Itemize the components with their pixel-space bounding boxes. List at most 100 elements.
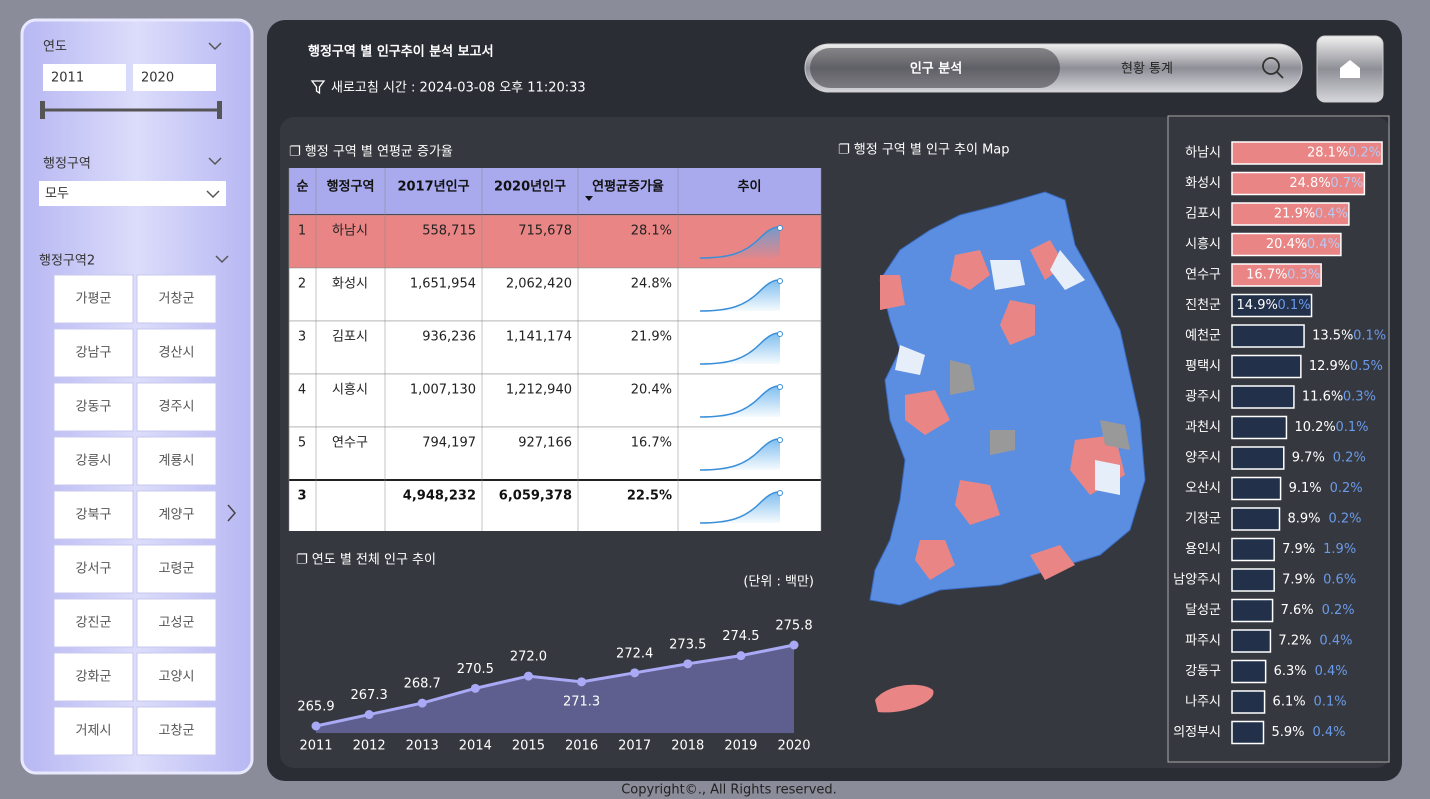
rank-change: 0.4% bbox=[1319, 634, 1352, 649]
year-label: 연도 bbox=[43, 40, 67, 55]
rank-bar bbox=[1231, 354, 1302, 379]
region2-button[interactable] bbox=[136, 274, 217, 324]
chevron[interactable] bbox=[208, 42, 222, 51]
rank-bar bbox=[1231, 568, 1275, 592]
region2-button-label: 강남구 bbox=[76, 346, 112, 361]
value-label: 273.5 bbox=[669, 637, 706, 652]
x-tick-label: 2019 bbox=[724, 739, 757, 754]
value-label: 274.5 bbox=[722, 629, 759, 644]
rank-bar bbox=[1231, 507, 1281, 531]
rank-value: 7.9% bbox=[1282, 573, 1315, 588]
rank-bar bbox=[1231, 598, 1274, 623]
table-cell: 1,651,954 bbox=[410, 277, 476, 292]
region2-button-label: 경산시 bbox=[159, 346, 195, 361]
region2-button[interactable] bbox=[136, 706, 217, 756]
rank-change: 0.2% bbox=[1330, 481, 1363, 496]
region2-button-label: 강화군 bbox=[76, 670, 112, 685]
table-row[interactable] bbox=[288, 267, 822, 322]
region2-button-label: 계양구 bbox=[159, 508, 195, 523]
region2-button[interactable] bbox=[136, 652, 217, 702]
chevron[interactable] bbox=[215, 255, 229, 264]
table-cell: 715,678 bbox=[518, 224, 572, 239]
region2-button[interactable] bbox=[136, 544, 217, 594]
sparkline-end bbox=[777, 384, 783, 390]
unit-label: (단위 : 백만) bbox=[743, 575, 814, 590]
region2-button[interactable] bbox=[136, 328, 217, 378]
rank-bar bbox=[1231, 415, 1288, 440]
table-row[interactable] bbox=[288, 426, 822, 481]
x-tick-label: 2017 bbox=[618, 739, 651, 754]
rank-value: 9.7% bbox=[1292, 451, 1325, 466]
rank-bar bbox=[1231, 202, 1350, 226]
chevron[interactable] bbox=[208, 157, 222, 166]
table-row[interactable] bbox=[288, 214, 822, 269]
region2-button[interactable] bbox=[53, 382, 134, 432]
rank-name: 예천군 bbox=[1185, 329, 1221, 344]
x-tick-label: 2011 bbox=[299, 739, 332, 754]
line-point bbox=[417, 698, 427, 708]
tab[interactable]: 현황 통계 bbox=[1121, 62, 1173, 77]
region2-button[interactable] bbox=[53, 652, 134, 702]
region2-button-label: 고창군 bbox=[159, 724, 195, 739]
rank-change: 0.4% bbox=[1307, 237, 1340, 252]
tab[interactable]: 인구 분석 bbox=[910, 61, 962, 77]
region2-label: 행정구역2 bbox=[39, 253, 95, 269]
table-cell: 21.9% bbox=[631, 330, 672, 345]
region2-button[interactable] bbox=[53, 274, 134, 324]
map-region-up bbox=[880, 240, 1125, 580]
year-from-input[interactable] bbox=[43, 64, 126, 91]
region2-button[interactable] bbox=[136, 382, 217, 432]
region2-button[interactable] bbox=[53, 328, 134, 378]
line-point bbox=[470, 683, 480, 693]
active-tab-bg bbox=[810, 48, 1060, 88]
sort-icon bbox=[585, 196, 593, 201]
table-row[interactable] bbox=[288, 320, 822, 375]
table-cell: 1 bbox=[298, 224, 306, 239]
region-select-value: 모두 bbox=[45, 187, 69, 202]
rank-name: 남양주시 bbox=[1173, 573, 1221, 588]
table-cell: 24.8% bbox=[631, 277, 672, 292]
region2-button[interactable] bbox=[53, 490, 134, 540]
table-header-cell: 추이 bbox=[738, 179, 762, 195]
region2-button[interactable] bbox=[136, 598, 217, 648]
rank-name: 연수구 bbox=[1185, 268, 1221, 283]
line-point bbox=[311, 721, 321, 731]
rank-change: 0.3% bbox=[1287, 268, 1320, 283]
region2-button[interactable] bbox=[53, 706, 134, 756]
sparkline-area bbox=[700, 386, 780, 417]
search-icon[interactable] bbox=[1262, 57, 1280, 75]
table-cell: 936,236 bbox=[422, 330, 476, 345]
region2-button[interactable] bbox=[136, 436, 217, 486]
slider-handle[interactable] bbox=[40, 101, 45, 119]
rank-change: 0.2% bbox=[1329, 512, 1362, 527]
rank-change: 0.4% bbox=[1315, 664, 1348, 679]
rank-value: 28.1% bbox=[1307, 146, 1348, 161]
region2-button[interactable] bbox=[53, 598, 134, 648]
table: 순 행정구역 2017년인구 2020년인구 연평균증가율 추이 1 하남시 558,715 71… bbox=[288, 168, 822, 531]
x-tick-label: 2020 bbox=[777, 739, 810, 754]
table-header-cell: 2017년인구 bbox=[397, 179, 469, 195]
line-point bbox=[736, 651, 746, 661]
year-to-input[interactable] bbox=[133, 64, 216, 91]
region2-button[interactable] bbox=[136, 490, 217, 540]
rank-bar bbox=[1231, 446, 1285, 470]
region2-button[interactable] bbox=[53, 544, 134, 594]
rank-change: 0.1% bbox=[1335, 420, 1368, 435]
rank-name: 광주시 bbox=[1185, 390, 1221, 405]
rank-name: 오산시 bbox=[1185, 481, 1221, 496]
table-cell: 558,715 bbox=[422, 224, 476, 239]
sparkline-area bbox=[700, 333, 780, 364]
region2-button[interactable] bbox=[53, 436, 134, 486]
map bbox=[869, 191, 1146, 713]
table-cell: 1,141,174 bbox=[506, 330, 572, 345]
chevron bbox=[206, 190, 220, 199]
x-tick-label: 2015 bbox=[512, 739, 545, 754]
next-arrow[interactable] bbox=[227, 504, 236, 522]
region-select[interactable] bbox=[39, 181, 226, 206]
slider-handle[interactable] bbox=[217, 101, 222, 119]
table-cell: 3 bbox=[298, 330, 306, 345]
table-header-cell: 순 bbox=[297, 180, 309, 195]
rank-bar bbox=[1231, 141, 1383, 165]
